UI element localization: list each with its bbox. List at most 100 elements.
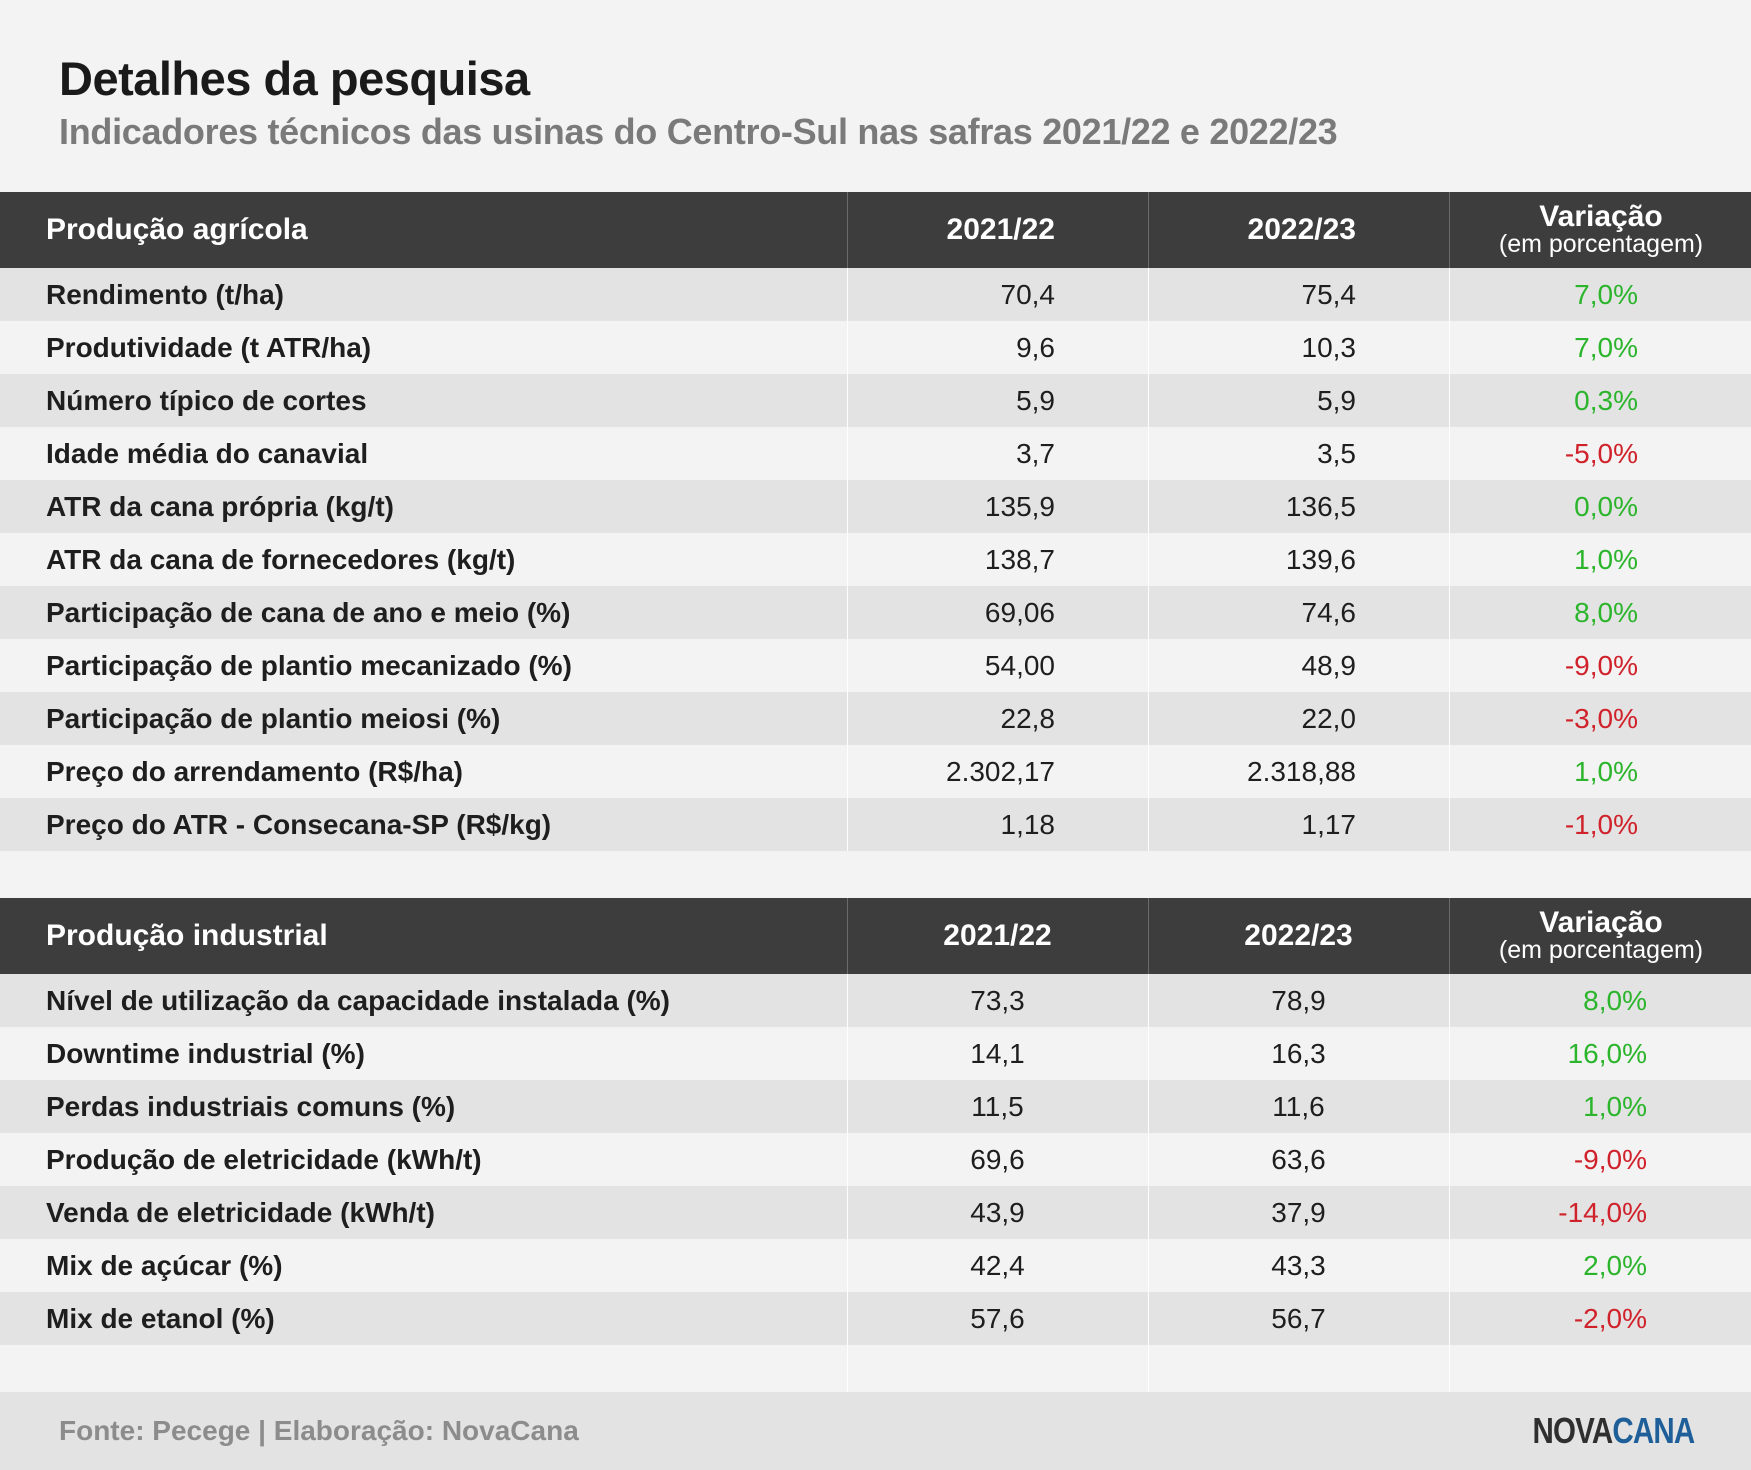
column-divider (1449, 639, 1450, 692)
table-row: Número típico de cortes 5,9 5,9 0,3% (0, 374, 1751, 427)
column-divider (1148, 1292, 1149, 1345)
column-divider (1148, 1027, 1149, 1080)
table-producao-agricola: Produção agrícola 2021/22 2022/23 Variaç… (0, 192, 1751, 851)
header-variacao: Variação (em porcentagem) (1451, 192, 1751, 268)
column-divider (1449, 1027, 1450, 1080)
value-variacao: -3,0% (1564, 702, 1638, 734)
column-divider (1449, 480, 1450, 533)
value-2022-23: 63,6 (1271, 1143, 1326, 1175)
row-label: Produtividade (t ATR/ha) (46, 331, 372, 363)
column-divider (1148, 533, 1149, 586)
value-2022-23: 48,9 (1301, 649, 1357, 681)
value-variacao: -9,0% (1573, 1143, 1647, 1175)
value-variacao: -2,0% (1573, 1302, 1647, 1334)
row-label: Mix de etanol (%) (46, 1302, 275, 1334)
header-variacao: Variação (em porcentagem) (1451, 898, 1751, 974)
value-2021-22: 42,4 (970, 1249, 1025, 1281)
value-2021-22: 43,9 (970, 1196, 1025, 1228)
value-2021-22: 69,06 (984, 596, 1055, 628)
column-divider (847, 639, 848, 692)
value-variacao: 0,3% (1574, 384, 1638, 416)
header-variacao-label: Variação (1539, 906, 1663, 939)
novacana-logo: NOVA CANA (1532, 1392, 1695, 1470)
row-label: Rendimento (t/ha) (46, 278, 284, 310)
column-divider (847, 1080, 848, 1133)
header-2022-23: 2022/23 (1244, 919, 1353, 952)
table-producao-industrial: Produção industrial 2021/22 2022/23 Vari… (0, 898, 1751, 1392)
column-divider (1148, 798, 1149, 851)
row-label: Participação de plantio mecanizado (%) (46, 649, 572, 681)
value-variacao: 0,0% (1574, 490, 1638, 522)
row-label: Mix de açúcar (%) (46, 1249, 283, 1281)
column-divider (1148, 1080, 1149, 1133)
value-2021-22: 9,6 (1016, 331, 1055, 363)
column-divider (1449, 374, 1450, 427)
table-row: Mix de etanol (%) 57,6 56,7 -2,0% (0, 1292, 1751, 1345)
header-divider (1449, 192, 1450, 268)
column-divider (1449, 427, 1450, 480)
column-divider (847, 321, 848, 374)
header-indicator: Produção industrial (46, 919, 328, 952)
value-2022-23: 56,7 (1271, 1302, 1326, 1334)
value-2021-22: 138,7 (984, 543, 1055, 575)
value-2021-22: 11,5 (971, 1090, 1024, 1122)
column-divider (1148, 745, 1149, 798)
table-row: Participação de plantio mecanizado (%) 54… (0, 639, 1751, 692)
table-row: Preço do arrendamento (R$/ha) 2.302,17 2.3… (0, 745, 1751, 798)
source-note: Fonte: Pecege | Elaboração: NovaCana (59, 1415, 579, 1446)
column-divider (847, 1027, 848, 1080)
column-divider (1449, 1186, 1450, 1239)
column-divider (1148, 268, 1149, 321)
column-divider (847, 586, 848, 639)
header-indicator: Produção agrícola (46, 213, 308, 246)
header-divider (1148, 898, 1149, 974)
column-divider (1148, 1239, 1149, 1292)
column-divider (847, 974, 848, 1027)
table-row: Downtime industrial (%) 14,1 16,3 16,0% (0, 1027, 1751, 1080)
column-divider (1449, 1345, 1450, 1392)
row-label: Número típico de cortes (46, 384, 367, 416)
column-divider (847, 268, 848, 321)
value-2022-23: 5,9 (1317, 384, 1356, 416)
table-row: ATR da cana de fornecedores (kg/t) 138,7 1… (0, 533, 1751, 586)
table-row: Rendimento (t/ha) 70,4 75,4 7,0% (0, 268, 1751, 321)
value-2022-23: 3,5 (1317, 437, 1356, 469)
column-divider (847, 745, 848, 798)
row-label: Preço do arrendamento (R$/ha) (46, 755, 463, 787)
column-divider (847, 480, 848, 533)
table-row: Perdas industriais comuns (%) 11,5 11,6 1,0… (0, 1080, 1751, 1133)
table-body: Rendimento (t/ha) 70,4 75,4 7,0% Produtivida… (0, 268, 1751, 851)
column-divider (1449, 1080, 1450, 1133)
row-label: Idade média do canavial (46, 437, 369, 469)
page-subtitle: Indicadores técnicos das usinas do Centr… (59, 111, 1338, 152)
value-2021-22: 5,9 (1016, 384, 1055, 416)
column-divider (1449, 974, 1450, 1027)
table-row: Participação de cana de ano e meio (%) 69… (0, 586, 1751, 639)
header-variacao-unit: (em porcentagem) (1498, 230, 1704, 258)
header-2021-22: 2021/22 (946, 213, 1055, 246)
value-2022-23: 136,5 (1285, 490, 1356, 522)
header: Detalhes da pesquisa Indicadores técnico… (59, 50, 1338, 156)
column-divider (847, 1133, 848, 1186)
value-2021-22: 3,7 (1016, 437, 1055, 469)
column-divider (1148, 692, 1149, 745)
row-label: Participação de cana de ano e meio (%) (46, 596, 571, 628)
column-divider (1148, 1186, 1149, 1239)
row-label: Perdas industriais comuns (%) (46, 1090, 456, 1122)
column-divider (1449, 692, 1450, 745)
column-divider (1449, 586, 1450, 639)
row-label: Downtime industrial (%) (46, 1037, 365, 1069)
value-2022-23: 78,9 (1271, 984, 1326, 1016)
row-label: Produção de eletricidade (kWh/t) (46, 1143, 482, 1175)
value-2022-23: 10,3 (1301, 331, 1357, 363)
value-2022-23: 139,6 (1285, 543, 1356, 575)
header-divider (847, 192, 848, 268)
value-variacao: 8,0% (1574, 596, 1638, 628)
row-label: ATR da cana de fornecedores (kg/t) (46, 543, 516, 575)
table-row: Mix de açúcar (%) 42,4 43,3 2,0% (0, 1239, 1751, 1292)
column-divider (1449, 321, 1450, 374)
value-2021-22: 73,3 (970, 984, 1025, 1016)
table-row: Idade média do canavial 3,7 3,5 -5,0% (0, 427, 1751, 480)
table-body: Nível de utilização da capacidade instal… (0, 974, 1751, 1392)
value-variacao: 16,0% (1567, 1037, 1647, 1069)
